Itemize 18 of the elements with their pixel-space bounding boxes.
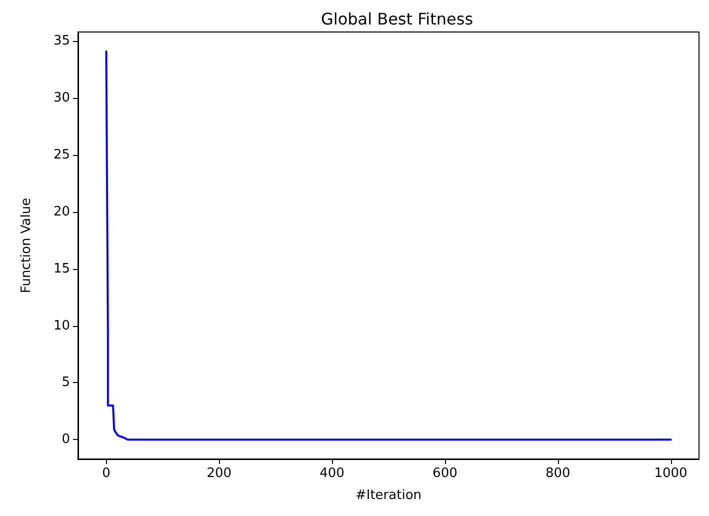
- x-tick-label: 1000: [654, 466, 688, 481]
- x-axis-title: #Iteration: [355, 488, 422, 503]
- x-tick-label: 400: [320, 466, 344, 481]
- y-tick-label: 10: [53, 318, 70, 334]
- line-series: [105, 50, 672, 441]
- y-axis-title: Function Value: [19, 198, 34, 294]
- y-tick-label: 30: [53, 90, 70, 106]
- y-tick-label: 5: [62, 375, 70, 390]
- y-tick-label: 20: [53, 204, 70, 220]
- y-tick-label: 25: [53, 147, 70, 162]
- y-tick-label: 35: [53, 34, 70, 49]
- y-tick-label: 0: [62, 432, 70, 448]
- y-tick-label: 15: [53, 261, 70, 276]
- x-tick-label: 600: [432, 466, 458, 481]
- chart-title: Global Best Fitness: [320, 10, 474, 28]
- x-tick-label: 0: [102, 466, 110, 481]
- x-tick-label: 200: [206, 466, 232, 481]
- x-tick-label: 800: [545, 466, 570, 481]
